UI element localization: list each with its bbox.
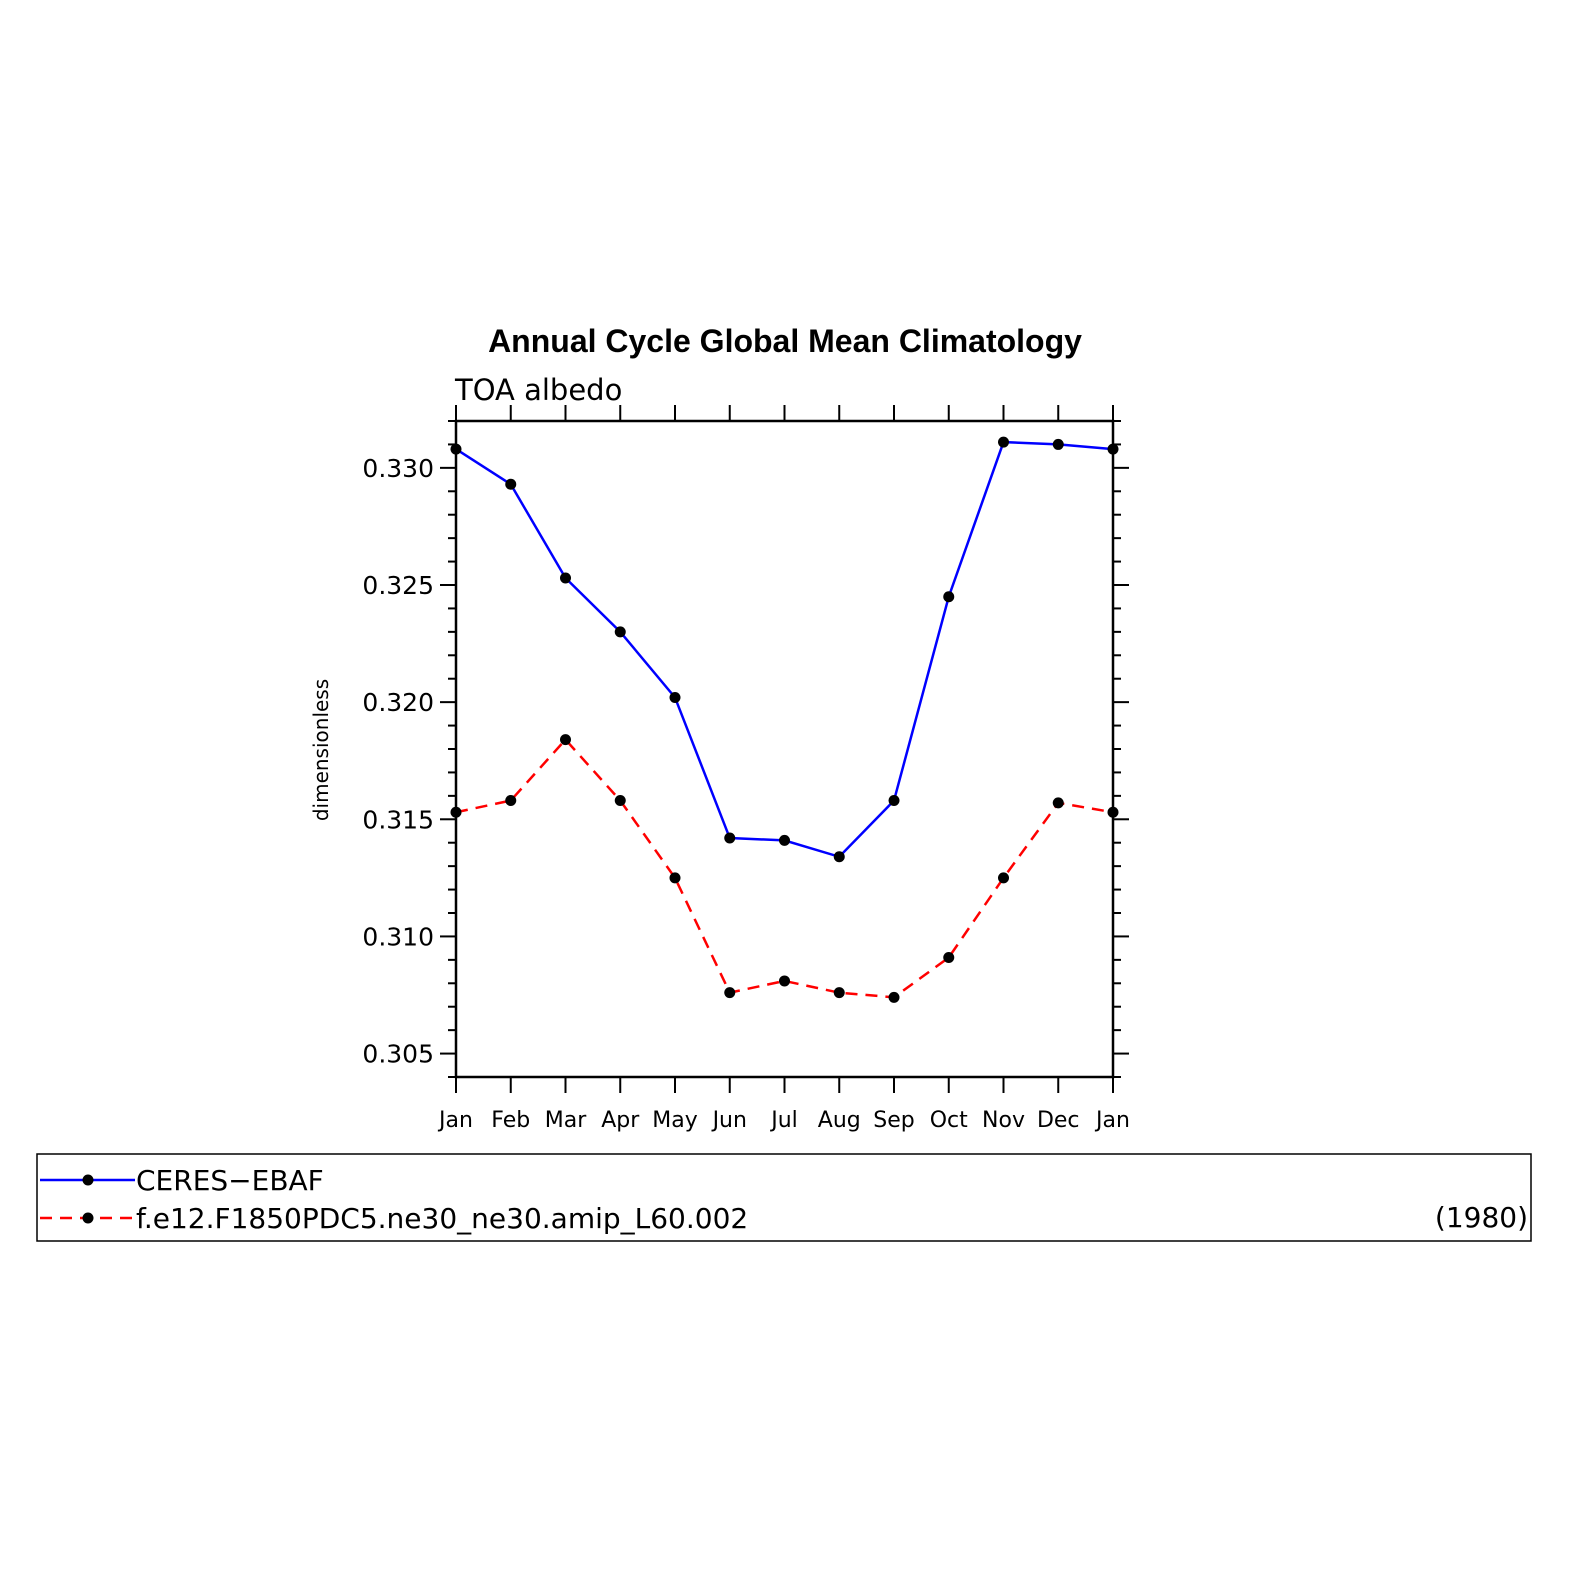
legend-marker-1: [82, 1212, 94, 1224]
series-1-point: [833, 987, 845, 999]
series-1-point: [724, 987, 736, 999]
y-tick-label: 0.330: [362, 454, 434, 483]
series-line-0: [455, 440, 1114, 859]
series-1-point: [614, 795, 626, 807]
legend-box: [36, 1153, 1532, 1242]
x-tick-label: Aug: [818, 1108, 861, 1133]
series-0-point: [833, 851, 845, 863]
x-tick-label: Dec: [1037, 1108, 1080, 1133]
series-1-point: [943, 952, 955, 964]
series-1-point: [1052, 797, 1064, 809]
series-1-point: [888, 991, 900, 1003]
series-1-point: [998, 872, 1009, 884]
y-tick-label: 0.305: [362, 1040, 434, 1069]
series-0-point: [1052, 438, 1064, 450]
x-tick-label: Oct: [930, 1108, 968, 1133]
series-1-point: [779, 975, 790, 987]
x-axis-ticks: Jan Feb Mar Apr May Jun Jul Aug Sep Oct Nov Dec Jan: [437, 405, 1130, 1133]
series-0-point: [888, 795, 900, 807]
series-0-point: [779, 834, 790, 846]
series-0-point: [450, 443, 462, 455]
series-1-point: [1107, 806, 1119, 818]
legend-year-note: (1980): [1435, 1201, 1528, 1234]
series-line-1: [455, 737, 1114, 999]
y-tick-label: 0.310: [362, 922, 434, 951]
legend-label-0: CERES−EBAF: [136, 1164, 324, 1197]
y-tick-label: 0.315: [362, 805, 434, 834]
x-tick-label: Sep: [873, 1108, 914, 1133]
series-1-point: [560, 734, 571, 746]
x-tick-label: Apr: [601, 1108, 640, 1133]
x-tick-label: May: [652, 1108, 697, 1133]
series-0-point: [614, 626, 626, 638]
series-0-point: [560, 572, 571, 584]
series-1-point: [669, 872, 681, 884]
series-1-point: [505, 795, 517, 807]
series-0-point: [724, 832, 736, 844]
x-tick-label: Jul: [769, 1108, 798, 1133]
x-tick-label: Mar: [545, 1108, 587, 1133]
y-axis-ticks: 0.305 0.310 0.315 0.320 0.325 0.330: [362, 420, 1129, 1078]
chart-subtitle: TOA albedo: [454, 373, 622, 407]
series-0-point: [669, 691, 681, 703]
x-tick-label: Nov: [982, 1108, 1025, 1133]
series-0-point: [998, 436, 1009, 448]
x-tick-label: Jun: [711, 1108, 747, 1133]
series-0-point: [1107, 443, 1119, 455]
chart-title: Annual Cycle Global Mean Climatology: [488, 323, 1082, 359]
x-tick-label: Jan: [1094, 1108, 1130, 1133]
series-0-point: [505, 478, 517, 490]
legend-label-1: f.e12.F1850PDC5.ne30_ne30.amip_L60.002: [136, 1202, 748, 1235]
series-layer: [450, 436, 1119, 1003]
y-axis-label: dimensionless: [309, 679, 333, 821]
legend-marker-0: [82, 1174, 94, 1186]
y-tick-label: 0.325: [362, 571, 434, 600]
series-0-point: [943, 591, 955, 603]
x-tick-label: Feb: [491, 1108, 530, 1133]
x-tick-label: Jan: [437, 1108, 473, 1133]
legend: CERES−EBAF f.e12.F1850PDC5.ne30_ne30.amip…: [40, 1164, 748, 1235]
y-tick-label: 0.320: [362, 688, 434, 717]
series-1-point: [450, 806, 462, 818]
